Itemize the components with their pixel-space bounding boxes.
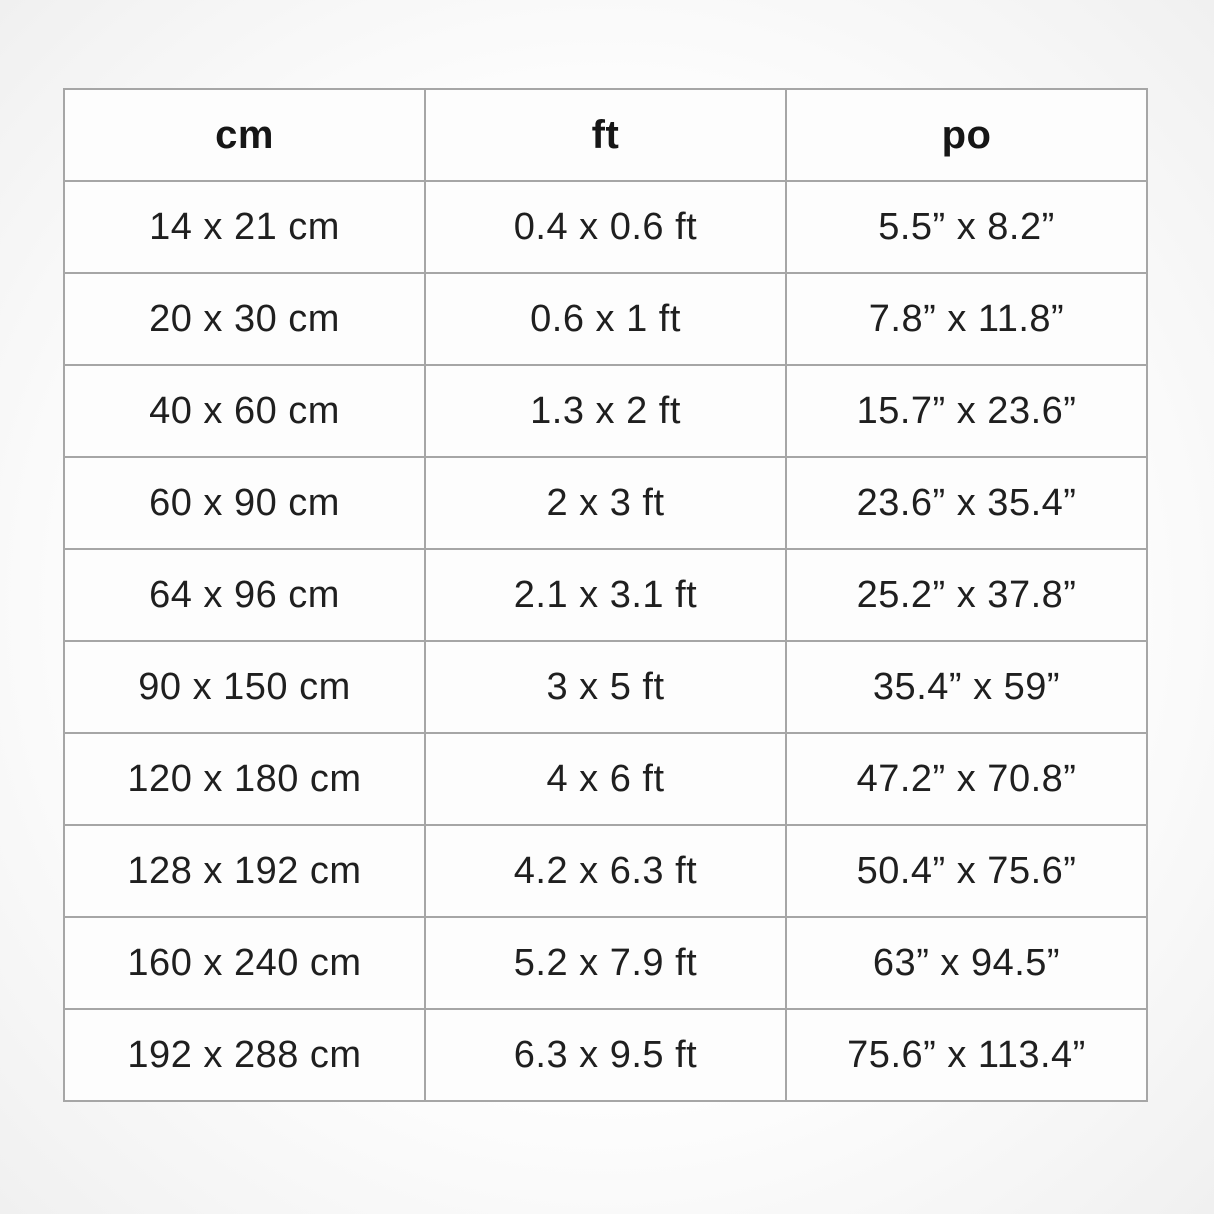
size-conversion-table-container: cm ft po 14 x 21 cm 0.4 x 0.6 ft 5.5” x … xyxy=(63,88,1148,1102)
table-cell-po: 75.6” x 113.4” xyxy=(785,1008,1148,1102)
table-cell-cm: 90 x 150 cm xyxy=(63,640,426,734)
table-row: 64 x 96 cm 2.1 x 3.1 ft 25.2” x 37.8” xyxy=(63,548,1148,642)
table-cell-ft: 3 x 5 ft xyxy=(424,640,787,734)
table-cell-ft: 4 x 6 ft xyxy=(424,732,787,826)
table-cell-ft: 1.3 x 2 ft xyxy=(424,364,787,458)
table-cell-cm: 160 x 240 cm xyxy=(63,916,426,1010)
table-cell-po: 25.2” x 37.8” xyxy=(785,548,1148,642)
table-cell-cm: 20 x 30 cm xyxy=(63,272,426,366)
table-cell-cm: 192 x 288 cm xyxy=(63,1008,426,1102)
table-cell-po: 50.4” x 75.6” xyxy=(785,824,1148,918)
table-row: 192 x 288 cm 6.3 x 9.5 ft 75.6” x 113.4” xyxy=(63,1008,1148,1102)
table-row: 40 x 60 cm 1.3 x 2 ft 15.7” x 23.6” xyxy=(63,364,1148,458)
table-cell-po: 15.7” x 23.6” xyxy=(785,364,1148,458)
table-cell-po: 35.4” x 59” xyxy=(785,640,1148,734)
column-header-ft: ft xyxy=(424,88,787,182)
table-cell-po: 23.6” x 35.4” xyxy=(785,456,1148,550)
table-cell-cm: 120 x 180 cm xyxy=(63,732,426,826)
table-header-row: cm ft po xyxy=(63,88,1148,182)
table-row: 90 x 150 cm 3 x 5 ft 35.4” x 59” xyxy=(63,640,1148,734)
table-cell-cm: 14 x 21 cm xyxy=(63,180,426,274)
table-cell-po: 7.8” x 11.8” xyxy=(785,272,1148,366)
table-cell-ft: 5.2 x 7.9 ft xyxy=(424,916,787,1010)
table-row: 14 x 21 cm 0.4 x 0.6 ft 5.5” x 8.2” xyxy=(63,180,1148,274)
table-row: 20 x 30 cm 0.6 x 1 ft 7.8” x 11.8” xyxy=(63,272,1148,366)
table-cell-po: 5.5” x 8.2” xyxy=(785,180,1148,274)
table-cell-ft: 4.2 x 6.3 ft xyxy=(424,824,787,918)
table-cell-ft: 2.1 x 3.1 ft xyxy=(424,548,787,642)
size-conversion-table: cm ft po 14 x 21 cm 0.4 x 0.6 ft 5.5” x … xyxy=(63,88,1148,1102)
table-row: 160 x 240 cm 5.2 x 7.9 ft 63” x 94.5” xyxy=(63,916,1148,1010)
table-cell-ft: 6.3 x 9.5 ft xyxy=(424,1008,787,1102)
table-row: 60 x 90 cm 2 x 3 ft 23.6” x 35.4” xyxy=(63,456,1148,550)
table-cell-cm: 64 x 96 cm xyxy=(63,548,426,642)
column-header-cm: cm xyxy=(63,88,426,182)
table-header: cm ft po xyxy=(63,88,1148,182)
column-header-po: po xyxy=(785,88,1148,182)
table-cell-ft: 0.4 x 0.6 ft xyxy=(424,180,787,274)
table-cell-ft: 0.6 x 1 ft xyxy=(424,272,787,366)
table-cell-cm: 128 x 192 cm xyxy=(63,824,426,918)
table-cell-cm: 60 x 90 cm xyxy=(63,456,426,550)
table-cell-ft: 2 x 3 ft xyxy=(424,456,787,550)
table-cell-po: 47.2” x 70.8” xyxy=(785,732,1148,826)
table-row: 120 x 180 cm 4 x 6 ft 47.2” x 70.8” xyxy=(63,732,1148,826)
table-cell-cm: 40 x 60 cm xyxy=(63,364,426,458)
table-body: 14 x 21 cm 0.4 x 0.6 ft 5.5” x 8.2” 20 x… xyxy=(63,180,1148,1102)
table-row: 128 x 192 cm 4.2 x 6.3 ft 50.4” x 75.6” xyxy=(63,824,1148,918)
table-cell-po: 63” x 94.5” xyxy=(785,916,1148,1010)
